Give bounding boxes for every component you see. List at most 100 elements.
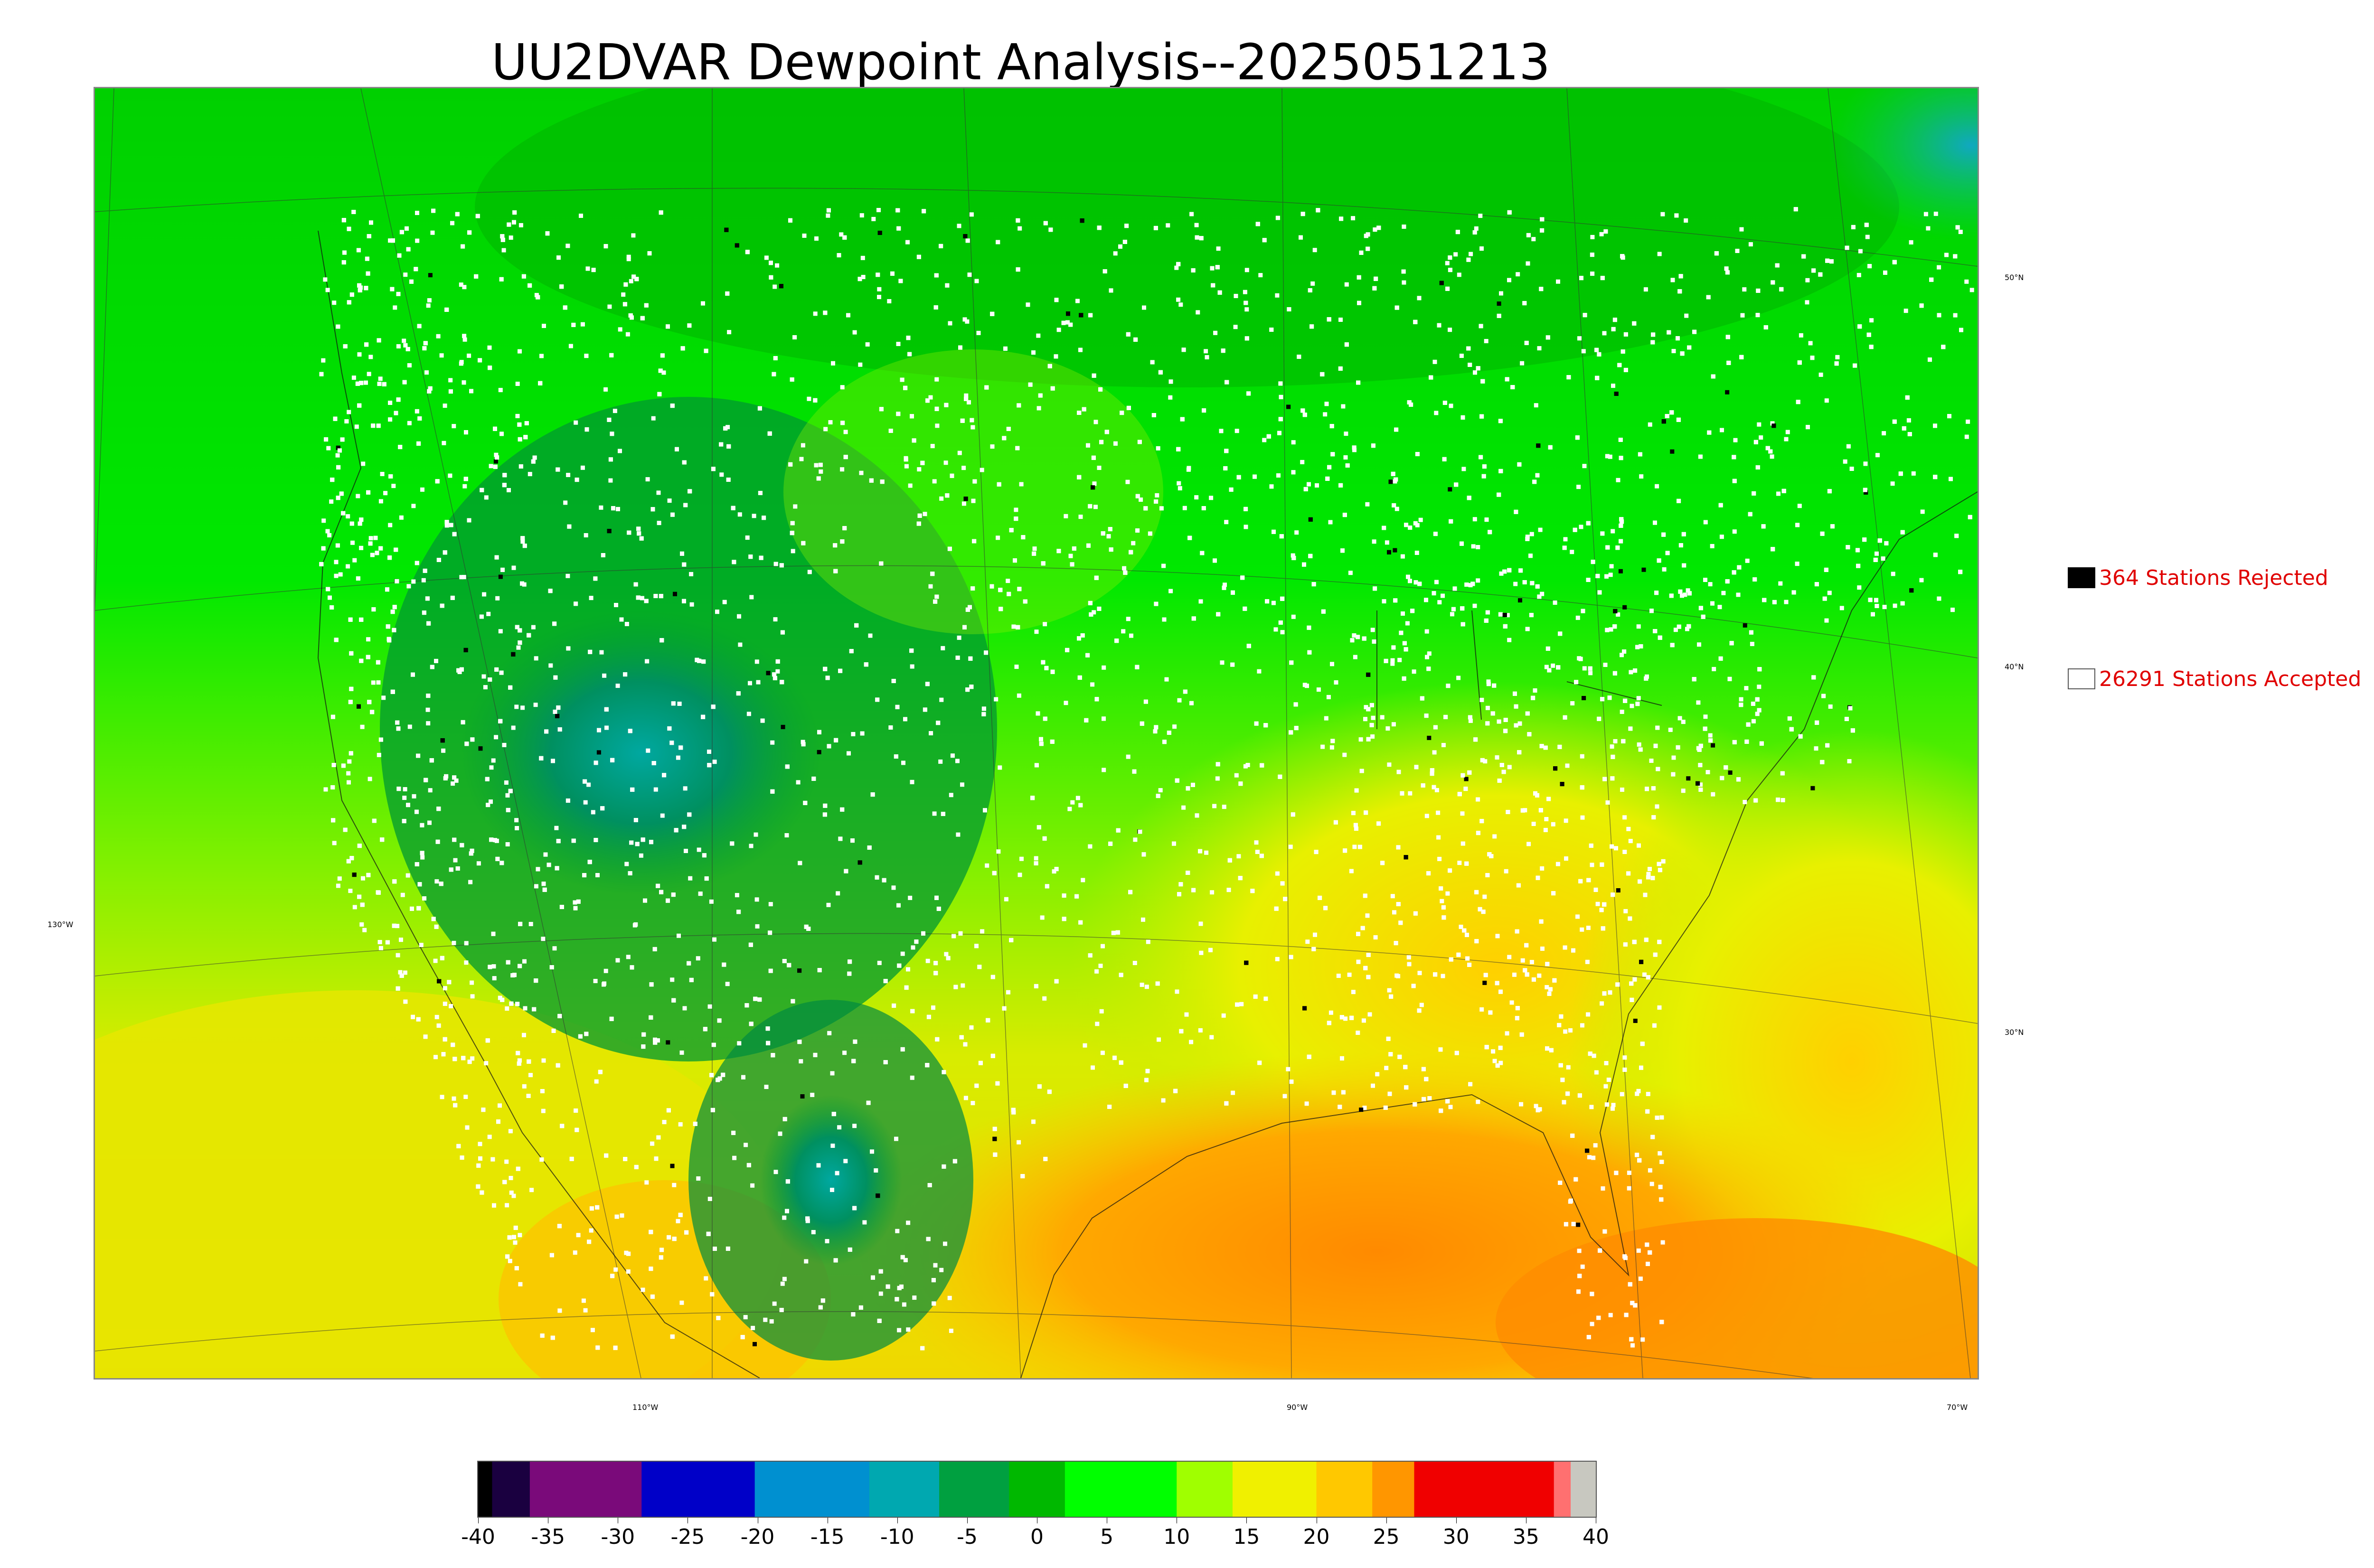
accepted-station — [1548, 445, 1553, 450]
accepted-station — [858, 362, 863, 367]
accepted-station — [823, 427, 828, 432]
accepted-station — [853, 1039, 857, 1044]
accepted-station — [1954, 534, 1959, 538]
accepted-station — [1570, 550, 1574, 554]
accepted-station — [1007, 592, 1011, 596]
accepted-station — [1697, 642, 1701, 647]
accepted-station — [1593, 1143, 1598, 1148]
accepted-station — [415, 211, 419, 215]
accepted-station — [1114, 638, 1119, 643]
rejected-station — [1427, 735, 1432, 740]
accepted-station — [1622, 649, 1627, 654]
accepted-station — [753, 996, 758, 1001]
accepted-station — [670, 512, 675, 517]
accepted-station — [974, 279, 979, 283]
accepted-station — [848, 959, 852, 964]
accepted-station — [1314, 850, 1319, 854]
accepted-station — [533, 703, 538, 707]
accepted-station — [1739, 703, 1743, 707]
rejected-station — [1553, 766, 1558, 771]
accepted-station — [725, 1246, 730, 1251]
accepted-station — [957, 451, 962, 455]
accepted-station — [587, 1239, 592, 1244]
accepted-station — [598, 1070, 603, 1074]
accepted-station — [556, 255, 561, 260]
accepted-station — [989, 584, 994, 589]
accepted-station — [1037, 1084, 1042, 1089]
accepted-station — [1459, 354, 1464, 358]
accepted-station — [1204, 850, 1209, 855]
accepted-station — [1646, 1261, 1650, 1266]
accepted-station — [591, 810, 595, 815]
accepted-station — [929, 731, 933, 735]
accepted-station — [1026, 302, 1030, 307]
accepted-station — [359, 617, 364, 622]
accepted-station — [766, 1041, 771, 1045]
accepted-station — [1781, 488, 1786, 493]
accepted-station — [1413, 319, 1418, 324]
accepted-station — [1757, 708, 1762, 713]
accepted-station — [444, 520, 449, 525]
accepted-station — [763, 1317, 768, 1322]
accepted-station — [1034, 763, 1039, 768]
accepted-station — [649, 840, 653, 845]
accepted-station — [1659, 1115, 1664, 1120]
accepted-station — [689, 572, 694, 576]
accepted-station — [436, 334, 441, 338]
accepted-station — [1460, 415, 1465, 420]
accepted-station — [480, 1190, 484, 1195]
accepted-station — [1825, 743, 1830, 748]
accepted-station — [368, 541, 373, 546]
accepted-station — [509, 1176, 513, 1180]
accepted-station — [1356, 959, 1361, 964]
accepted-station — [1342, 752, 1347, 757]
accepted-station — [1189, 212, 1194, 216]
accepted-station — [463, 1095, 468, 1099]
accepted-station — [1198, 1028, 1203, 1033]
accepted-station — [1729, 641, 1734, 646]
accepted-station — [807, 396, 811, 401]
accepted-station — [1682, 563, 1686, 568]
accepted-station — [637, 531, 641, 536]
accepted-station — [725, 982, 730, 986]
accepted-station — [359, 517, 364, 522]
rejected-station — [666, 1040, 670, 1045]
accepted-station — [1595, 901, 1600, 906]
accepted-station — [1324, 716, 1328, 721]
accepted-station — [1725, 270, 1730, 275]
accepted-station — [653, 1037, 657, 1042]
accepted-station — [928, 584, 933, 589]
accepted-station — [1732, 529, 1737, 534]
accepted-station — [811, 1230, 816, 1234]
accepted-station — [1238, 876, 1243, 881]
accepted-station — [1683, 592, 1687, 597]
accepted-station — [419, 943, 424, 947]
accepted-station — [459, 360, 464, 365]
accepted-station — [371, 680, 376, 685]
accepted-station — [585, 266, 590, 271]
accepted-station — [1564, 856, 1568, 861]
accepted-station — [1343, 455, 1348, 460]
accepted-station — [974, 1083, 979, 1088]
accepted-station — [1643, 287, 1648, 292]
accepted-station — [1659, 1160, 1664, 1164]
accepted-station — [1650, 340, 1655, 345]
accepted-station — [1623, 698, 1628, 703]
accepted-station — [1300, 408, 1305, 413]
accepted-station — [1226, 888, 1231, 892]
accepted-station — [608, 457, 613, 462]
accepted-station — [1417, 1008, 1422, 1013]
accepted-station — [1706, 295, 1711, 300]
accepted-station — [1352, 633, 1357, 638]
accepted-station — [641, 1032, 646, 1037]
accepted-station — [939, 496, 944, 501]
accepted-station — [1467, 770, 1472, 775]
accepted-station — [1089, 612, 1093, 617]
accepted-station — [1446, 684, 1451, 688]
accepted-station — [1834, 361, 1839, 366]
accepted-station — [599, 505, 603, 510]
accepted-station — [996, 849, 1001, 854]
accepted-station — [1223, 582, 1227, 587]
accepted-station — [1199, 236, 1204, 241]
rejected-station — [1359, 1108, 1364, 1112]
